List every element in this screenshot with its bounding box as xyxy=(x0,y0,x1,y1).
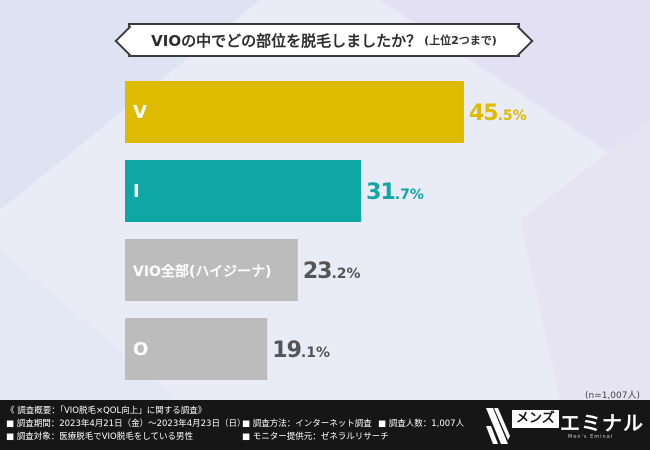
bar-category-label-2: VIO全部(ハイジーナ) xyxy=(133,263,271,280)
logo-brand: メンズ xyxy=(512,410,559,428)
bar-value-label-1: 31.7% xyxy=(366,180,424,205)
chart-title: VIOの中でどの部位を脱毛しましたか？ xyxy=(151,31,422,50)
survey-period: ■ 調査期間：2023年4月21日（金）〜2023年4月23日（日） xyxy=(6,419,246,429)
survey-provider: ■ モニター提供元：ゼネラルリサーチ xyxy=(242,432,389,442)
brand-logo: メンズ エミナル Men's Eminal xyxy=(484,407,644,445)
survey-method: ■ 調査方法：インターネット調査 xyxy=(242,419,372,429)
logo-mark-icon xyxy=(486,408,510,444)
bar-category-label-3: O xyxy=(133,339,148,360)
survey-heading: 《 調査概要：「VIO脱毛×QOL向上」に関する調査》 xyxy=(6,406,207,416)
bar-1 xyxy=(125,160,362,222)
survey-footer: 《 調査概要：「VIO脱毛×QOL向上」に関する調査》 ■ 調査期間：2023年… xyxy=(0,400,650,450)
bar-value-label-2: 23.2% xyxy=(303,259,361,284)
logo-tagline: Men's Eminal xyxy=(568,434,614,440)
bar-category-label-0: V xyxy=(133,102,147,123)
bar-value-label-0: 45.5% xyxy=(469,101,527,126)
bar-2 xyxy=(125,239,298,301)
bar-0 xyxy=(125,81,464,143)
bar-3 xyxy=(125,318,268,380)
chart-title-box: VIOの中でどの部位を脱毛しましたか？ (上位2つまで) xyxy=(128,23,520,57)
survey-count: ■ 調査人数：1,007人 xyxy=(378,419,465,429)
bar-chart: V 45.5% I 31.7% VIO全部(ハイジーナ) 23.2% O 19.1% xyxy=(125,81,527,380)
bar-category-label-1: I xyxy=(133,181,140,202)
chart-subtitle: (上位2つまで) xyxy=(424,34,497,47)
bar-value-label-3: 19.1% xyxy=(272,338,330,363)
logo-name: エミナル xyxy=(560,411,644,435)
survey-target: ■ 調査対象：医療脱毛でVIO脱毛をしている男性 xyxy=(6,432,193,442)
sample-size-note: (n=1,007人) xyxy=(584,391,640,401)
